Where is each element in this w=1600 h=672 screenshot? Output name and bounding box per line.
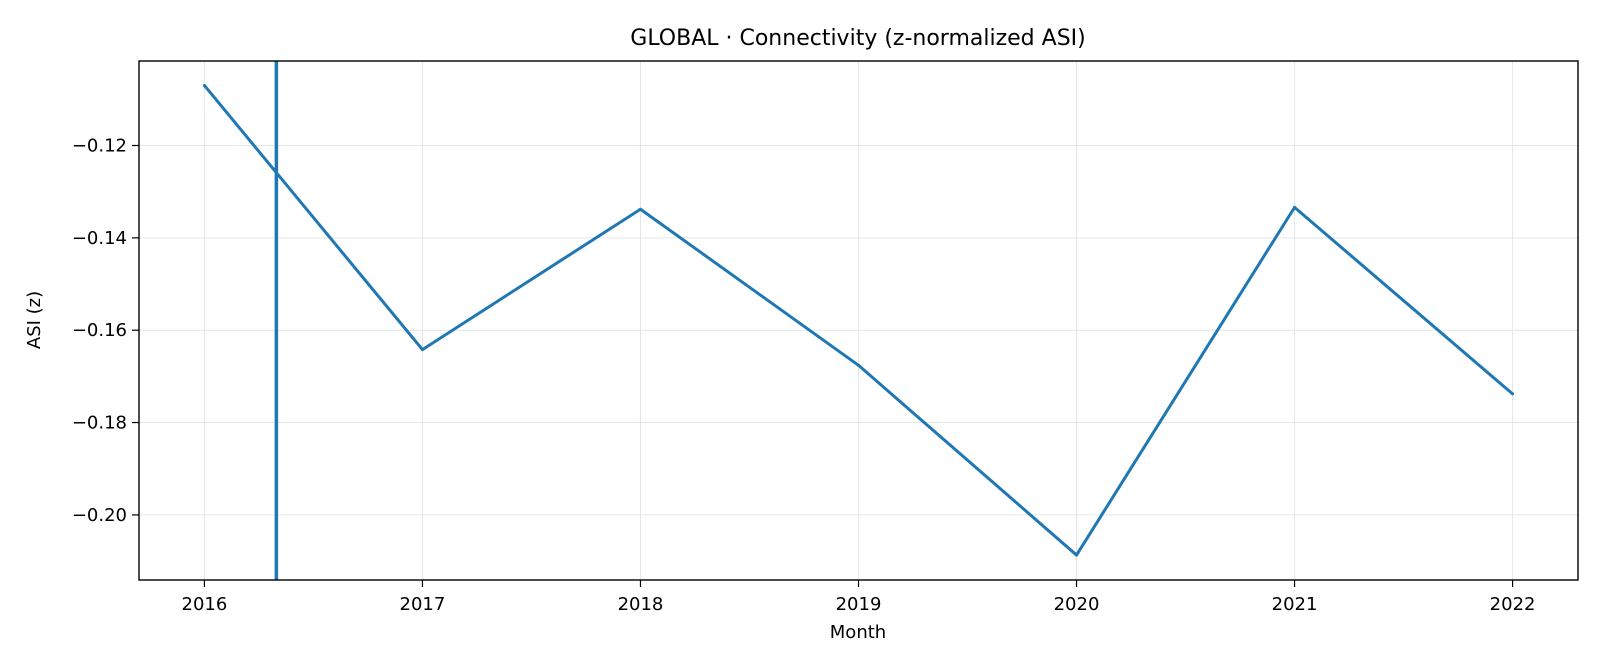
y-tick-label: −0.18	[72, 413, 127, 434]
grid	[139, 61, 1578, 580]
y-tick-label: −0.14	[72, 228, 127, 249]
x-tick-label: 2020	[1054, 594, 1100, 615]
series-layer	[202, 83, 1515, 557]
x-tick-label: 2019	[836, 594, 882, 615]
data-point	[857, 363, 860, 367]
data-point	[638, 207, 642, 211]
data-point	[420, 348, 424, 352]
x-tick-label: 2017	[400, 594, 446, 615]
y-tick-label: −0.16	[72, 320, 127, 341]
y-tick-label: −0.20	[72, 505, 127, 526]
x-tick-label: 2022	[1490, 594, 1536, 615]
x-axis-ticks: 2016 2017 2018 2019 2020 2021 2022	[182, 580, 1536, 615]
x-axis-label: Month	[830, 622, 886, 643]
data-point	[1075, 553, 1079, 557]
chart-title: GLOBAL · Connectivity (z-normalized ASI)	[630, 26, 1085, 51]
data-point	[202, 83, 206, 87]
data-point	[1511, 392, 1515, 396]
x-tick-label: 2018	[618, 594, 664, 615]
x-tick-label: 2016	[182, 594, 228, 615]
x-tick-label: 2021	[1272, 594, 1318, 615]
data-point	[1293, 205, 1297, 209]
y-axis-label: ASI (z)	[24, 291, 45, 349]
y-tick-label: −0.12	[72, 135, 127, 156]
y-axis-ticks: −0.12 −0.14 −0.16 −0.18 −0.20	[72, 135, 139, 526]
